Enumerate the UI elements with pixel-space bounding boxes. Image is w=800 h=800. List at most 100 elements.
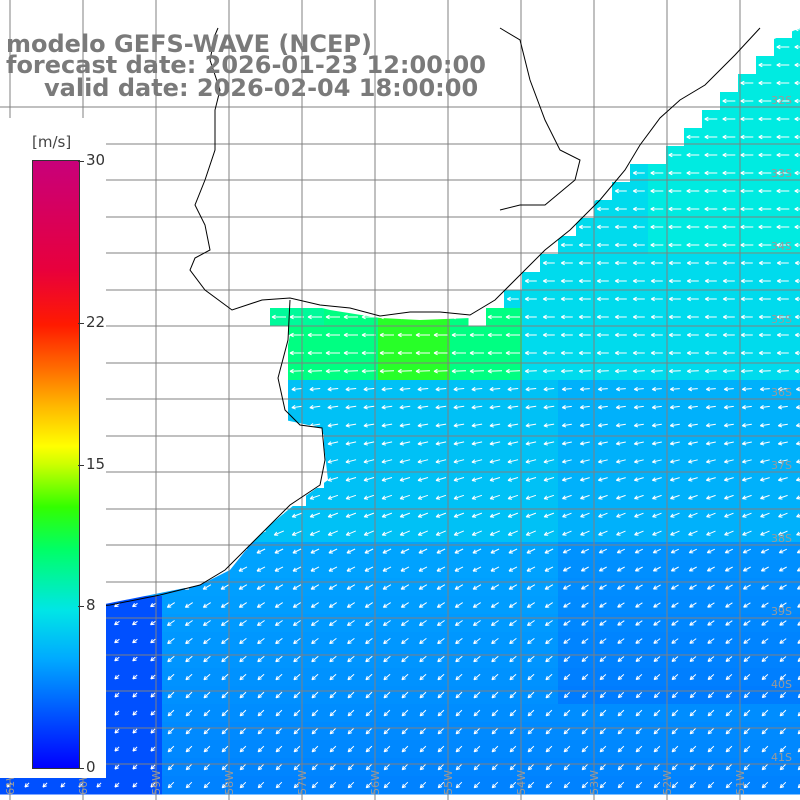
wind-arrow — [704, 116, 718, 122]
wind-arrow — [257, 655, 265, 663]
wind-arrow — [688, 530, 698, 536]
wind-arrow — [451, 350, 466, 356]
wind-arrow — [758, 278, 771, 284]
wind-arrow — [563, 709, 571, 717]
wind-arrow — [653, 656, 661, 662]
wind-arrow — [741, 404, 752, 410]
wind-arrow — [560, 332, 573, 338]
wind-arrow — [776, 332, 789, 338]
wind-arrow — [794, 368, 800, 374]
wind-arrow — [615, 386, 626, 392]
wind-arrow — [509, 691, 517, 699]
wind-arrow — [743, 674, 751, 681]
wind-arrow — [545, 745, 553, 753]
wind-arrow — [632, 224, 645, 230]
wind-arrow — [581, 656, 589, 662]
wind-arrow — [704, 314, 717, 320]
wind-arrow — [185, 638, 193, 645]
wind-arrow — [743, 602, 751, 608]
wind-arrow — [724, 494, 734, 500]
wind-arrow — [707, 763, 715, 771]
wind-arrow — [686, 368, 699, 374]
wind-arrow — [581, 709, 589, 717]
wind-arrow — [381, 512, 393, 518]
wind-arrow — [327, 404, 339, 410]
wind-arrow — [343, 350, 358, 356]
wind-arrow — [257, 727, 265, 735]
wind-arrow — [596, 224, 609, 230]
wind-arrow — [614, 206, 627, 212]
wind-arrow — [758, 98, 772, 104]
wind-arrow — [257, 638, 265, 645]
wind-arrow — [525, 459, 537, 464]
wind-arrow — [542, 332, 555, 338]
wind-arrow — [776, 62, 790, 68]
wind-arrow — [614, 350, 627, 356]
wind-arrow — [221, 709, 229, 717]
wind-arrow — [361, 368, 377, 374]
wind-arrow — [311, 709, 319, 717]
wind-arrow — [634, 566, 643, 572]
wind-arrow — [185, 727, 193, 735]
wind-arrow — [345, 477, 357, 482]
wind-arrow — [742, 494, 752, 500]
wind-arrow — [361, 350, 376, 356]
wind-arrow — [578, 296, 591, 302]
wind-arrow — [454, 620, 463, 626]
wind-arrow — [291, 530, 303, 536]
wind-arrow — [794, 332, 800, 338]
wind-arrow — [473, 745, 481, 753]
wind-arrow — [761, 620, 769, 626]
wind-arrow — [346, 620, 355, 626]
wind-arrow — [364, 548, 374, 554]
wind-arrow — [686, 332, 699, 338]
wind-speed-cell — [792, 434, 800, 453]
wind-arrow — [454, 602, 463, 608]
wind-arrow — [363, 441, 375, 446]
wind-arrow — [705, 404, 716, 410]
wind-arrow — [653, 691, 661, 699]
wind-arrow — [758, 350, 771, 356]
wind-arrow — [671, 745, 679, 753]
wind-arrow — [508, 620, 517, 626]
wind-arrow — [543, 423, 555, 428]
wind-arrow — [779, 638, 787, 644]
wind-arrow — [724, 566, 733, 572]
wind-arrow — [418, 620, 427, 626]
wind-arrow — [345, 459, 357, 464]
wind-arrow — [723, 477, 734, 482]
wind-arrow — [722, 188, 736, 194]
wind-arrow — [779, 745, 787, 753]
wind-arrow — [563, 691, 571, 699]
wind-arrow — [797, 783, 800, 789]
wind-arrow — [347, 691, 355, 699]
wind-arrow — [401, 781, 409, 789]
wind-arrow — [743, 691, 751, 699]
wind-arrow — [635, 602, 643, 608]
wind-arrow — [689, 763, 697, 771]
wind-arrow — [221, 655, 229, 663]
wind-arrow — [473, 709, 481, 717]
wind-arrow — [598, 494, 608, 500]
wind-arrow — [776, 242, 790, 248]
wind-arrow — [761, 727, 769, 735]
wind-arrow — [705, 441, 716, 446]
wind-arrow — [508, 602, 517, 608]
wind-arrow — [776, 188, 790, 194]
wind-arrow — [472, 566, 482, 572]
wind-arrow — [490, 566, 500, 572]
wind-arrow — [687, 459, 698, 464]
wind-arrow — [221, 727, 229, 735]
wind-arrow — [779, 620, 787, 626]
wind-arrow — [347, 727, 355, 735]
wind-arrow — [617, 745, 625, 753]
wind-arrow — [489, 530, 501, 536]
wind-arrow — [580, 584, 589, 590]
wind-arrow — [185, 655, 193, 663]
wind-arrow — [542, 314, 555, 320]
wind-arrow — [743, 781, 751, 789]
wind-arrow — [527, 691, 535, 699]
wind-arrow — [399, 512, 411, 518]
wind-arrow — [167, 745, 175, 753]
wind-arrow — [525, 386, 537, 392]
